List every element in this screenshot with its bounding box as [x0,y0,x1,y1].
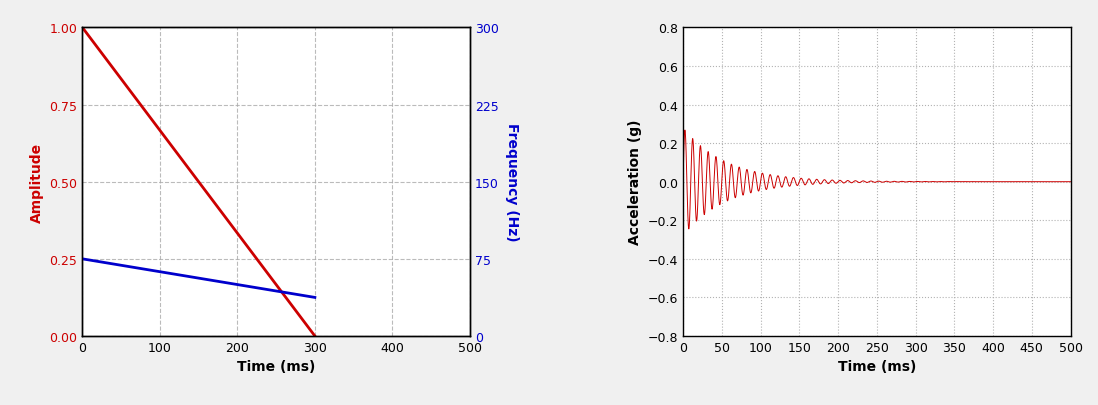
X-axis label: Time (ms): Time (ms) [237,360,315,373]
Y-axis label: Acceleration (g): Acceleration (g) [628,119,642,245]
X-axis label: Time (ms): Time (ms) [838,360,916,373]
Y-axis label: Frequency (Hz): Frequency (Hz) [505,123,519,241]
Y-axis label: Amplitude: Amplitude [30,142,44,222]
